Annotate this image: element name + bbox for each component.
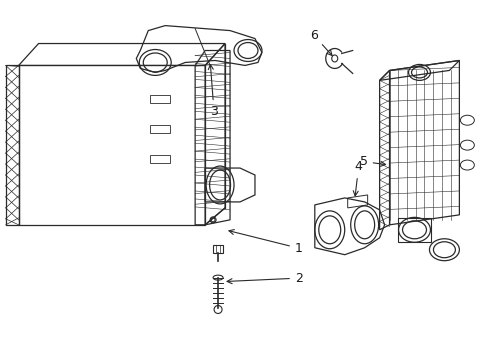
Text: 4: 4	[352, 160, 362, 196]
Text: 3: 3	[208, 64, 218, 118]
Text: 5: 5	[359, 155, 385, 168]
Text: 1: 1	[228, 230, 302, 255]
Text: 2: 2	[226, 271, 302, 285]
Text: 6: 6	[309, 28, 331, 55]
